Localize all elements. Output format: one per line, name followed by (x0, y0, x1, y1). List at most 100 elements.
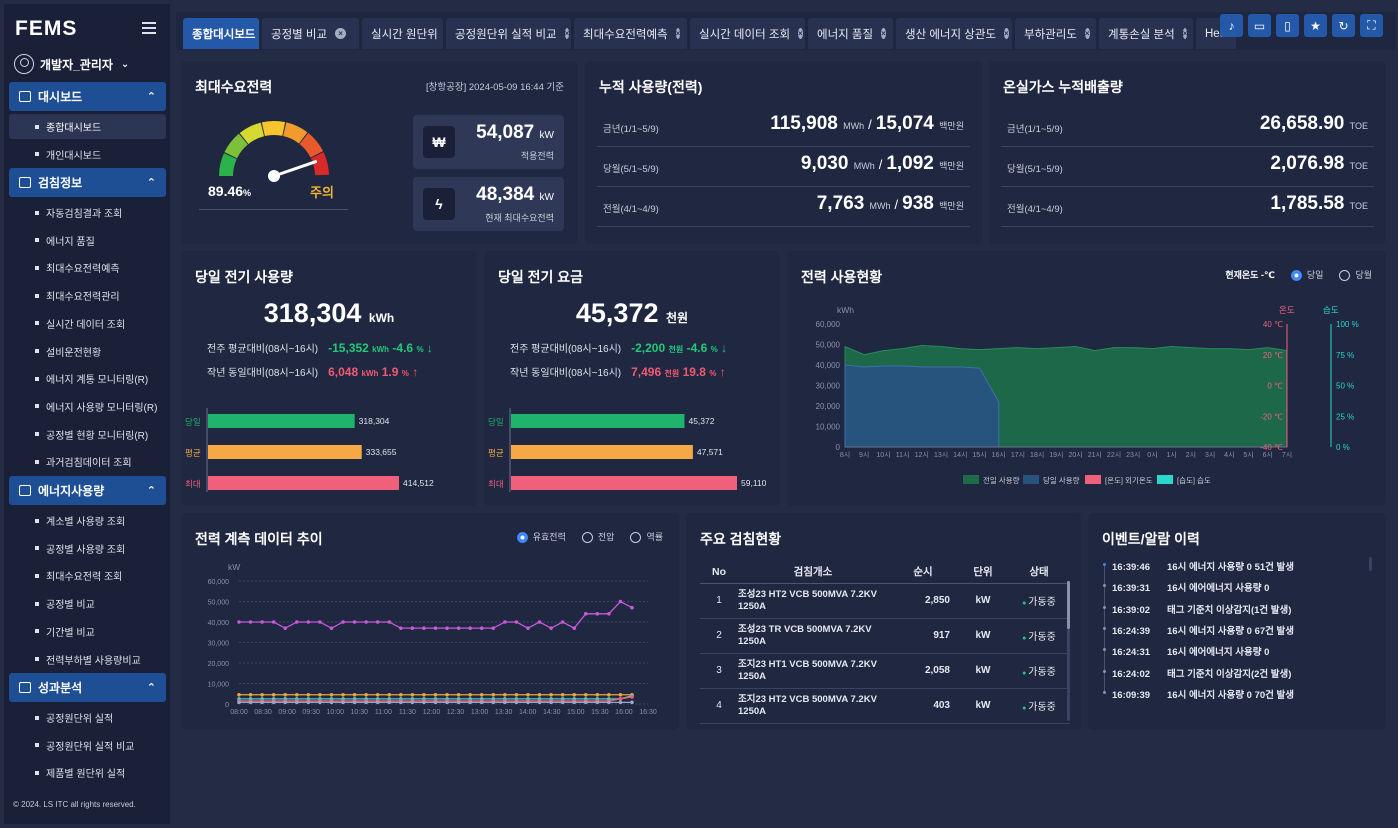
close-icon[interactable]: × (335, 28, 347, 39)
column-header[interactable]: No (700, 561, 738, 584)
data-point (433, 626, 438, 630)
nav-item[interactable]: 에너지 품질 (9, 228, 166, 253)
unit: kW (958, 688, 1008, 724)
star-button[interactable]: ★ (1304, 14, 1327, 37)
nav-item[interactable]: 에너지 계통 모니터링(R) (9, 366, 166, 391)
data-point (375, 700, 380, 705)
nav-item[interactable]: 공정별 현황 모니터링(R) (9, 422, 166, 447)
nav-item[interactable]: 과거검침데이터 조회 (9, 449, 166, 474)
radio-power-factor[interactable]: 역률 (630, 530, 663, 544)
bell-button[interactable]: ♪ (1220, 14, 1243, 37)
user-menu[interactable]: 개발자_관리자 ⌄ (14, 54, 129, 74)
menu-icon[interactable] (142, 22, 156, 34)
data-point (491, 626, 496, 630)
event-item[interactable]: 16:39:46 16시 에너지 사용량 0 51건 발생 (1112, 559, 1294, 573)
tab[interactable]: 부하관리도 × (1015, 18, 1096, 49)
nav-item[interactable]: 최대수요전력 조회 (9, 563, 166, 588)
data-point (364, 692, 368, 697)
nav-section-3[interactable]: 에너지사용량 ⌃ (9, 476, 166, 505)
close-icon[interactable]: × (1084, 28, 1090, 39)
nav-item[interactable]: 공정원단위 실적 (9, 705, 166, 730)
document-icon: ▯ (1284, 18, 1291, 33)
data-point (399, 626, 403, 630)
nav-item[interactable]: 계소별 사용량 조회 (9, 508, 166, 533)
tab[interactable]: 최대수요전력예측 × (574, 18, 687, 49)
temp-tick-label: 40 ℃ (1263, 320, 1283, 329)
tab[interactable]: 계통손실 분석 × (1099, 18, 1193, 49)
event-message: 16시 에어에너지 사용량 0 (1167, 647, 1270, 659)
row-no: 3 (700, 653, 738, 689)
tab-label: 최대수요전력예측 (583, 28, 668, 41)
column-header[interactable]: 상태 (1008, 561, 1070, 584)
nav-item[interactable]: 실시간 데이터 조회 (9, 311, 166, 336)
fullscreen-button[interactable]: ⛶ (1360, 14, 1383, 37)
close-icon[interactable]: × (564, 28, 570, 39)
tab[interactable]: 공정원단위 실적 비교 × (446, 18, 571, 49)
data-point (352, 692, 357, 697)
refresh-button[interactable]: ↻ (1332, 14, 1355, 37)
nav-item[interactable]: 공정별 비교 (9, 591, 166, 616)
nav-section-2[interactable]: 검침정보 ⌃ (9, 168, 166, 197)
current-peak-box: ϟ 48,384 kW 현재 최대수요전력 (413, 177, 564, 231)
data-point (364, 700, 368, 705)
monitor-button[interactable]: ▭ (1248, 14, 1271, 37)
tab[interactable]: 공정별 비교 × (262, 18, 359, 49)
events-scrollbar[interactable] (1369, 557, 1372, 571)
close-icon[interactable]: × (881, 28, 886, 39)
tab[interactable]: 종합대시보드 (183, 18, 259, 49)
y-tick-label: 0 (225, 702, 229, 709)
nav-item[interactable]: 최대수요전력관리 (9, 283, 166, 308)
close-icon[interactable]: × (1004, 28, 1009, 39)
column-header[interactable]: 검침개소 (738, 561, 888, 584)
period-label: 당월(5/1~5/9) (1007, 164, 1063, 175)
y-tick-label: 40,000 (208, 620, 230, 627)
document-button[interactable]: ▯ (1276, 14, 1299, 37)
nav-item[interactable]: 공정원단위 실적 비교 (9, 733, 166, 758)
close-icon[interactable]: × (675, 28, 681, 39)
event-item[interactable]: 16:24:39 16시 에너지 사용량 0 67건 발생 (1112, 623, 1294, 637)
x-tick-label: 22시 (1107, 451, 1121, 459)
event-item[interactable]: 16:39:31 16시 에어에너지 사용량 0 (1112, 580, 1269, 594)
radio-today[interactable]: 당일 (1290, 268, 1323, 282)
tab[interactable]: 실시간 원단위× (362, 18, 443, 49)
event-item[interactable]: 16:24:31 16시 에어에너지 사용량 0 (1112, 644, 1269, 658)
radio-voltage[interactable]: 전압 (581, 530, 614, 544)
nav-item[interactable]: 공정별 사용량 조회 (9, 536, 166, 561)
nav-item[interactable]: 에너지 사용량 모니터링(R) (9, 394, 166, 419)
scrollbar[interactable] (1067, 581, 1070, 721)
nav-item[interactable]: 전력부하별 사용량비교 (9, 647, 166, 672)
close-icon[interactable]: × (1182, 28, 1188, 39)
tab[interactable]: 생산 에너지 상관도 × (896, 18, 1012, 49)
column-header[interactable]: 순시 (888, 561, 958, 584)
scrollbar-thumb[interactable] (1067, 581, 1070, 629)
nav-section-4[interactable]: 성과분석 ⌃ (9, 673, 166, 702)
event-item[interactable]: 16:24:02 태그 기준치 이상감지(2건 발생) (1112, 666, 1291, 680)
x-tick-label: 16:30 (639, 709, 657, 716)
event-item[interactable]: 16:39:02 태그 기준치 이상감지(1건 발생) (1112, 602, 1291, 616)
x-tick-label: 10:00 (326, 709, 344, 716)
data-point (468, 626, 472, 630)
event-item[interactable]: 16:09:39 16시 에너지 사용량 0 70건 발생 (1112, 687, 1294, 701)
nav-item[interactable]: 종합대시보드 (9, 114, 166, 139)
radio-month[interactable]: 당월 (1339, 268, 1372, 282)
column-header[interactable]: 단위 (958, 561, 1008, 584)
data-point (456, 700, 461, 705)
event-time: 16:24:02 (1112, 668, 1151, 680)
nav-item[interactable]: 제품별 원단위 실적 (9, 760, 166, 785)
nav-item[interactable]: 자동검침결과 조회 (9, 200, 166, 225)
tab[interactable]: 에너지 품질 × (808, 18, 893, 49)
radio-active-power[interactable]: 유효전력 (516, 530, 566, 544)
nav-item[interactable]: 최대수요전력예측 (9, 255, 166, 280)
close-icon[interactable]: × (798, 28, 803, 39)
nav-item[interactable]: 기간별 비교 (9, 619, 166, 644)
nav-item[interactable]: 설비운전현황 (9, 339, 166, 364)
nav-item[interactable]: 개인대시보드 (9, 142, 166, 167)
data-point (514, 700, 519, 705)
tab[interactable]: 실시간 데이터 조회 × (690, 18, 805, 49)
nav-section-1[interactable]: 대시보드 ⌃ (9, 82, 166, 111)
events-title: 이벤트/알람 이력 (1102, 531, 1200, 547)
